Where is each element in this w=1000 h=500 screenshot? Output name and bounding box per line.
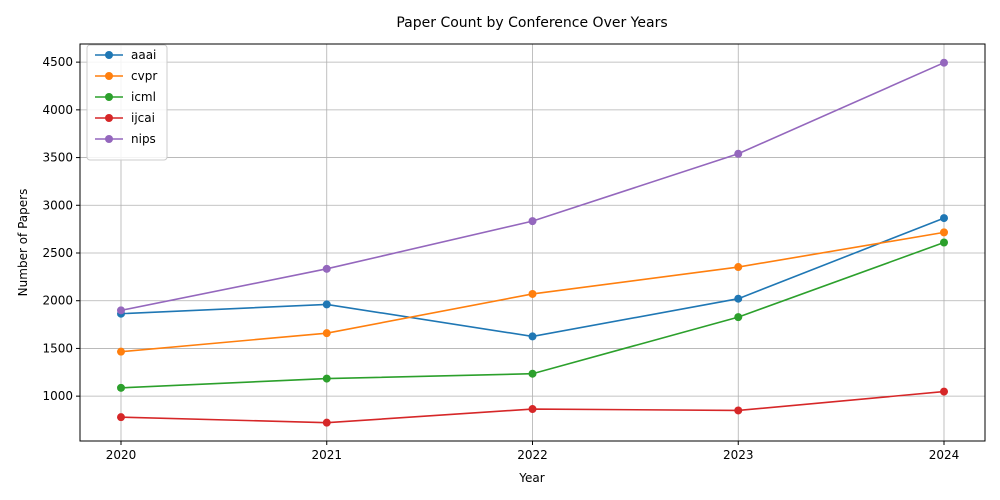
series-icml <box>117 238 948 392</box>
legend-item-ijcai: ijcai <box>95 111 155 125</box>
y-tick-label: 1500 <box>42 341 73 355</box>
x-tick-label: 2022 <box>517 448 548 462</box>
x-tick-label: 2021 <box>311 448 342 462</box>
legend-item-cvpr: cvpr <box>95 69 157 83</box>
legend-label: ijcai <box>131 111 155 125</box>
series-cvpr <box>117 228 948 356</box>
legend-swatch-marker <box>105 51 113 59</box>
data-point-ijcai <box>940 387 948 396</box>
legend-swatch-marker <box>105 93 113 101</box>
data-point-nips <box>734 149 743 158</box>
legend-swatch-marker <box>105 135 113 143</box>
data-point-nips <box>528 217 537 226</box>
data-point-icml <box>117 383 125 392</box>
legend: aaai cvpr icml ijcai nips <box>86 44 168 161</box>
data-point-icml <box>322 374 331 383</box>
data-point-cvpr <box>734 263 743 272</box>
y-tick-label: 1000 <box>42 389 73 403</box>
legend-item-aaai: aaai <box>95 48 156 62</box>
data-point-cvpr <box>117 347 125 356</box>
legend-swatch-marker <box>105 114 113 122</box>
y-tick-label: 4000 <box>42 103 73 117</box>
legend-item-icml: icml <box>95 90 156 104</box>
y-tick-label: 2500 <box>42 246 73 260</box>
data-point-nips <box>117 306 125 315</box>
data-point-icml <box>940 238 948 247</box>
series-ijcai <box>117 387 948 427</box>
grid <box>80 44 985 441</box>
data-point-cvpr <box>528 289 537 298</box>
x-tick-label: 2023 <box>723 448 754 462</box>
legend-label: icml <box>131 90 156 104</box>
data-point-aaai <box>940 214 948 223</box>
x-axis: 2020 2021 2022 2023 2024 <box>106 441 960 462</box>
data-point-ijcai <box>528 405 537 414</box>
y-tick-label: 4500 <box>42 55 73 69</box>
legend-label: cvpr <box>131 69 157 83</box>
legend-label: nips <box>131 132 156 146</box>
x-tick-label: 2024 <box>929 448 960 462</box>
data-point-ijcai <box>117 413 125 422</box>
y-tick-label: 3000 <box>42 198 73 212</box>
data-point-nips <box>322 264 331 273</box>
data-point-aaai <box>528 332 537 341</box>
y-axis: 1000 1500 2000 2500 3000 3500 4000 4500 <box>42 55 80 403</box>
series-lines <box>117 58 948 427</box>
x-axis-label: Year <box>518 471 544 485</box>
series-aaai <box>117 214 948 341</box>
data-point-icml <box>528 369 537 378</box>
chart-title: Paper Count by Conference Over Years <box>396 15 667 31</box>
series-nips <box>117 58 948 315</box>
data-point-ijcai <box>734 406 743 415</box>
data-point-ijcai <box>322 418 331 427</box>
y-axis-label: Number of Papers <box>16 189 30 297</box>
legend-swatch-marker <box>105 72 113 80</box>
data-point-cvpr <box>322 329 331 338</box>
legend-item-nips: nips <box>95 132 156 146</box>
x-tick-label: 2020 <box>106 448 137 462</box>
data-point-cvpr <box>940 228 948 237</box>
y-tick-label: 2000 <box>42 294 73 308</box>
data-point-nips <box>940 58 948 67</box>
legend-label: aaai <box>131 48 156 62</box>
data-point-aaai <box>734 294 743 303</box>
data-point-icml <box>734 313 743 322</box>
y-tick-label: 3500 <box>42 151 73 165</box>
data-point-aaai <box>322 300 331 309</box>
